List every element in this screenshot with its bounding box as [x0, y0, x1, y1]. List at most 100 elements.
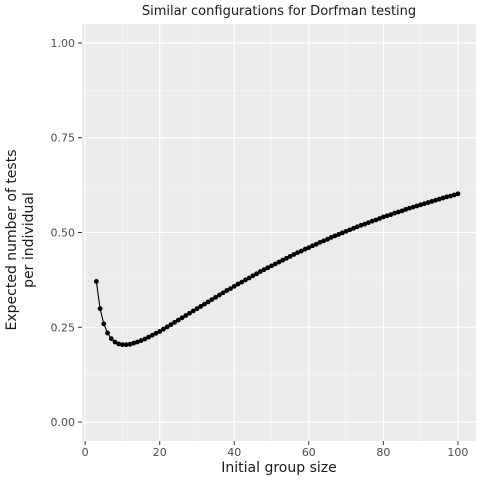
data-point [175, 317, 181, 323]
data-point [392, 210, 397, 216]
data-point [298, 248, 304, 254]
data-point [380, 214, 386, 220]
data-point [313, 241, 319, 247]
data-point [198, 304, 204, 309]
data-point [224, 288, 230, 293]
y-axis-title-line-2: per individual [21, 192, 37, 288]
y-axis: 0.00 0.25 0.50 0.75 1.00 [51, 37, 82, 429]
data-point [168, 322, 174, 328]
data-point [332, 233, 338, 239]
data-point [187, 310, 192, 316]
data-point [161, 326, 166, 332]
data-point [351, 225, 356, 231]
data-point [328, 235, 334, 240]
data-point [325, 236, 330, 242]
data-point [108, 336, 114, 342]
data-point [138, 338, 144, 343]
data-point [105, 330, 110, 336]
data-point [142, 336, 148, 342]
data-point [440, 195, 446, 201]
data-point [250, 273, 256, 279]
data-point [254, 271, 260, 277]
x-tick-label: 0 [82, 446, 89, 459]
data-point [272, 261, 278, 267]
data-point [421, 201, 427, 207]
data-point [220, 290, 226, 296]
data-point [407, 205, 412, 211]
data-point [101, 321, 107, 327]
data-point [190, 308, 196, 314]
data-point [336, 231, 342, 237]
data-point [280, 257, 286, 263]
data-point [231, 283, 237, 289]
data-point [418, 202, 424, 208]
data-point [194, 306, 200, 312]
data-point [321, 238, 327, 244]
x-axis-title: Initial group size [221, 460, 336, 476]
data-point [261, 267, 267, 273]
data-point [127, 341, 133, 347]
x-axis: 0 20 40 60 80 100 [82, 441, 468, 459]
data-point [369, 218, 375, 224]
data-point [202, 301, 207, 307]
y-tick-label: 0.50 [51, 227, 76, 240]
data-point [302, 246, 308, 252]
data-point [388, 212, 394, 218]
data-point [265, 265, 271, 271]
data-point [317, 239, 323, 245]
y-axis-title-line-1: Expected number of tests [4, 150, 20, 331]
data-point [179, 315, 185, 321]
data-point [209, 297, 215, 302]
data-point [257, 269, 263, 274]
data-point [146, 334, 151, 340]
data-point [366, 220, 371, 226]
y-axis-title-group: Expected number of tests per individual [4, 150, 37, 331]
data-point [116, 341, 122, 347]
data-point [448, 193, 453, 199]
data-point [410, 204, 416, 210]
data-point [239, 279, 245, 285]
data-point [131, 340, 137, 346]
data-point [358, 222, 364, 228]
x-tick-label: 40 [227, 446, 241, 459]
data-point [97, 306, 103, 312]
data-point [120, 342, 125, 348]
data-point [433, 197, 438, 203]
data-point [269, 263, 274, 269]
data-point [306, 245, 312, 251]
data-point [354, 224, 360, 230]
data-point [235, 281, 241, 287]
y-tick-label: 0.00 [51, 416, 76, 429]
x-tick-label: 80 [376, 446, 390, 459]
y-tick-label: 1.00 [51, 37, 76, 50]
data-point [172, 319, 178, 325]
data-point [276, 259, 282, 265]
data-point [403, 206, 409, 212]
data-point [228, 286, 233, 292]
data-point [243, 277, 248, 283]
data-point [399, 208, 405, 214]
data-point [429, 199, 435, 204]
data-point [291, 252, 297, 257]
data-point [216, 292, 222, 298]
data-point [112, 339, 118, 345]
data-point [436, 196, 442, 202]
data-point [455, 191, 461, 197]
chart-title: Similar configurations for Dorfman testi… [142, 4, 416, 19]
y-tick-label: 0.75 [51, 132, 76, 145]
data-point [153, 330, 159, 336]
data-point [444, 194, 450, 200]
grid-major [82, 24, 476, 441]
data-point [213, 294, 219, 300]
x-tick-label: 20 [153, 446, 167, 459]
data-point [149, 332, 155, 338]
y-tick-label: 0.25 [51, 321, 76, 334]
data-point [414, 203, 420, 209]
series-group [93, 191, 461, 348]
x-tick-label: 60 [302, 446, 316, 459]
data-point [343, 228, 349, 234]
data-point [347, 227, 353, 233]
data-point [287, 253, 293, 259]
data-point [284, 255, 289, 261]
